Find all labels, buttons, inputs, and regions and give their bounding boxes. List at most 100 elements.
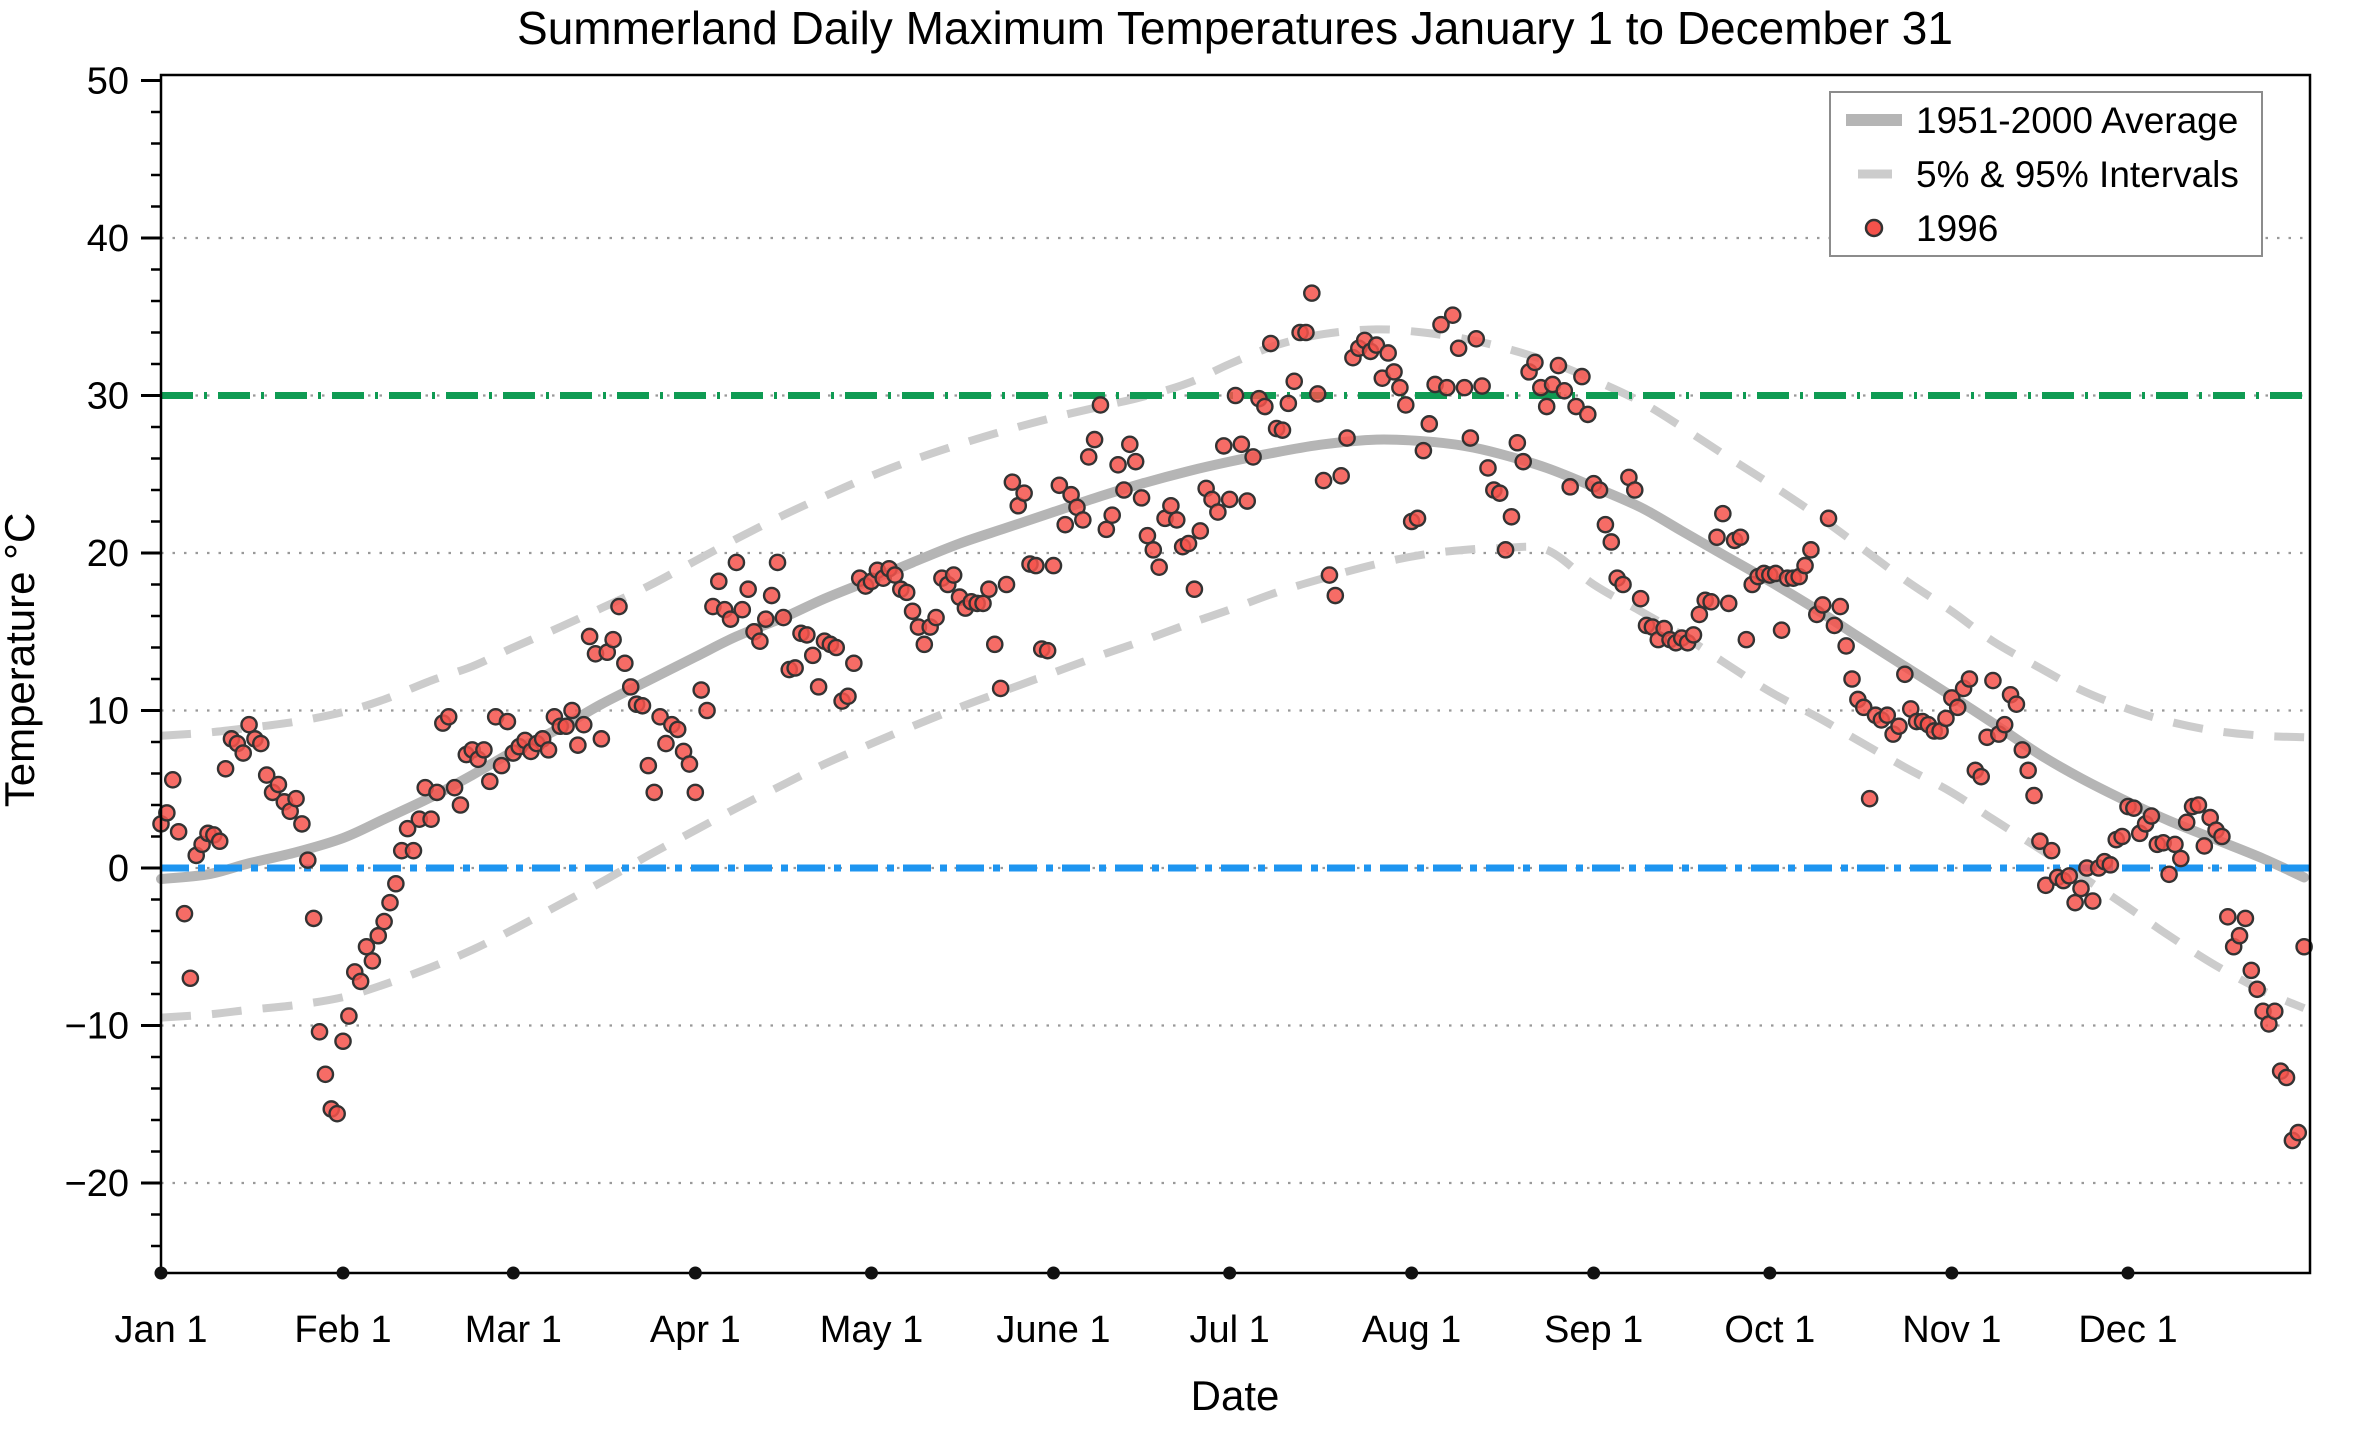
data-point-1996 [2101, 856, 2120, 874]
month-dot-icon [864, 1266, 878, 1280]
data-point-1996 [1220, 490, 1239, 509]
data-point-1996 [798, 626, 816, 644]
month-dot-icon [1587, 1266, 1601, 1280]
data-point-1996 [2248, 980, 2266, 999]
data-point-1996 [1737, 630, 1756, 649]
data-point-1996 [1490, 484, 1509, 502]
data-point-1996 [1896, 665, 1914, 684]
x-tick-label: Oct 1 [1724, 1309, 1815, 1351]
data-point-1996 [1214, 437, 1233, 455]
data-point-1996 [210, 832, 229, 851]
data-point-1996 [1097, 520, 1116, 539]
y-tick-label--10: −10 [65, 1006, 129, 1048]
reference-lines [161, 392, 2310, 872]
data-point-1996 [1103, 506, 1121, 525]
data-point-1996 [234, 744, 253, 762]
data-point-1996 [991, 679, 1010, 698]
data-point-1996 [1038, 641, 1057, 660]
y-tick-label-30: 30 [87, 376, 129, 418]
month-dot-icon [506, 1266, 520, 1280]
y-tick-label-20: 20 [87, 533, 129, 575]
data-point-1996 [733, 600, 752, 619]
data-point-1996 [1443, 306, 1462, 324]
data-point-1996 [2007, 695, 2026, 714]
data-point-1996 [1297, 323, 1315, 342]
five-percent-curve [160, 542, 2306, 1022]
data-point-1996 [1226, 386, 1245, 405]
data-point-1996 [927, 608, 945, 627]
data-point-1996 [375, 912, 393, 931]
data-point-1996 [1209, 503, 1227, 521]
y-axis-title: Temperature °C [0, 513, 43, 808]
data-point-1996 [1843, 670, 1861, 688]
data-point-1996 [686, 783, 705, 802]
data-point-1996 [445, 778, 464, 797]
data-point-1996 [328, 1104, 346, 1123]
month-dot-icon [1046, 1266, 1060, 1280]
data-point-1996 [428, 783, 446, 802]
data-point-1996 [1948, 698, 1967, 717]
data-point-1996 [974, 594, 992, 613]
data-point-1996 [774, 608, 793, 627]
y-axis-ticks: −20 −10 0 10 20 30 40 50 [65, 61, 161, 1248]
data-point-1996 [1455, 378, 1474, 397]
data-point-1996 [751, 632, 769, 651]
data-point-1996 [1420, 415, 1439, 433]
data-point-1996 [1338, 429, 1356, 447]
data-point-1996 [340, 1007, 358, 1025]
data-point-1996 [1772, 621, 1791, 639]
data-point-1996 [1238, 492, 1257, 510]
data-point-1996 [169, 822, 188, 841]
data-point-1996 [768, 553, 787, 572]
data-point-1996 [2236, 909, 2255, 928]
y-tick-label--20: −20 [65, 1163, 129, 1205]
data-point-1996 [1555, 381, 1574, 400]
data-point-1996 [1367, 336, 1386, 354]
data-point-1996 [387, 874, 405, 893]
data-point-1996 [1625, 481, 1644, 499]
data-point-1996 [980, 580, 998, 599]
data-point-1996 [1074, 511, 1092, 529]
data-point-1996 [803, 646, 822, 665]
data-point-1996 [1232, 435, 1251, 454]
data-point-1996 [1690, 605, 1709, 624]
data-point-1996 [616, 654, 634, 673]
y-tick-label-0: 0 [108, 848, 129, 890]
data-point-1996 [1085, 430, 1104, 449]
scatter-points-1996 [152, 284, 2313, 1150]
data-point-1996 [1027, 556, 1045, 575]
data-point-1996 [158, 804, 176, 822]
data-point-1996 [1050, 476, 1069, 495]
data-point-1996 [557, 717, 575, 736]
data-point-1996 [1432, 315, 1450, 334]
month-dot-icon [1763, 1266, 1777, 1280]
data-point-1996 [175, 904, 194, 923]
data-point-1996 [2218, 908, 2237, 926]
data-point-1996 [2060, 867, 2079, 885]
x-tick-label: Aug 1 [1362, 1309, 1461, 1351]
data-point-1996 [1150, 558, 1168, 576]
data-point-1996 [2195, 837, 2214, 855]
data-point-1996 [492, 756, 511, 775]
data-point-1996 [1596, 515, 1615, 534]
data-point-1996 [2142, 807, 2161, 825]
data-point-1996 [756, 610, 775, 628]
data-point-1996 [1890, 717, 1908, 736]
data-point-1996 [563, 701, 581, 720]
month-dot-icon [1945, 1266, 1959, 1280]
data-point-1996 [310, 1023, 329, 1041]
data-point-1996 [2265, 1002, 2284, 1021]
data-point-1996 [404, 841, 423, 860]
data-point-1996 [739, 580, 757, 599]
data-point-1996 [1479, 459, 1497, 477]
data-point-1996 [727, 553, 746, 572]
data-point-1996 [915, 635, 934, 654]
data-point-1996 [2125, 799, 2143, 817]
data-point-1996 [269, 775, 288, 794]
data-point-1996 [574, 715, 593, 734]
data-point-1996 [1960, 670, 1979, 688]
data-point-1996 [369, 926, 388, 945]
data-point-1996 [710, 572, 728, 591]
data-point-1996 [1714, 504, 1732, 523]
